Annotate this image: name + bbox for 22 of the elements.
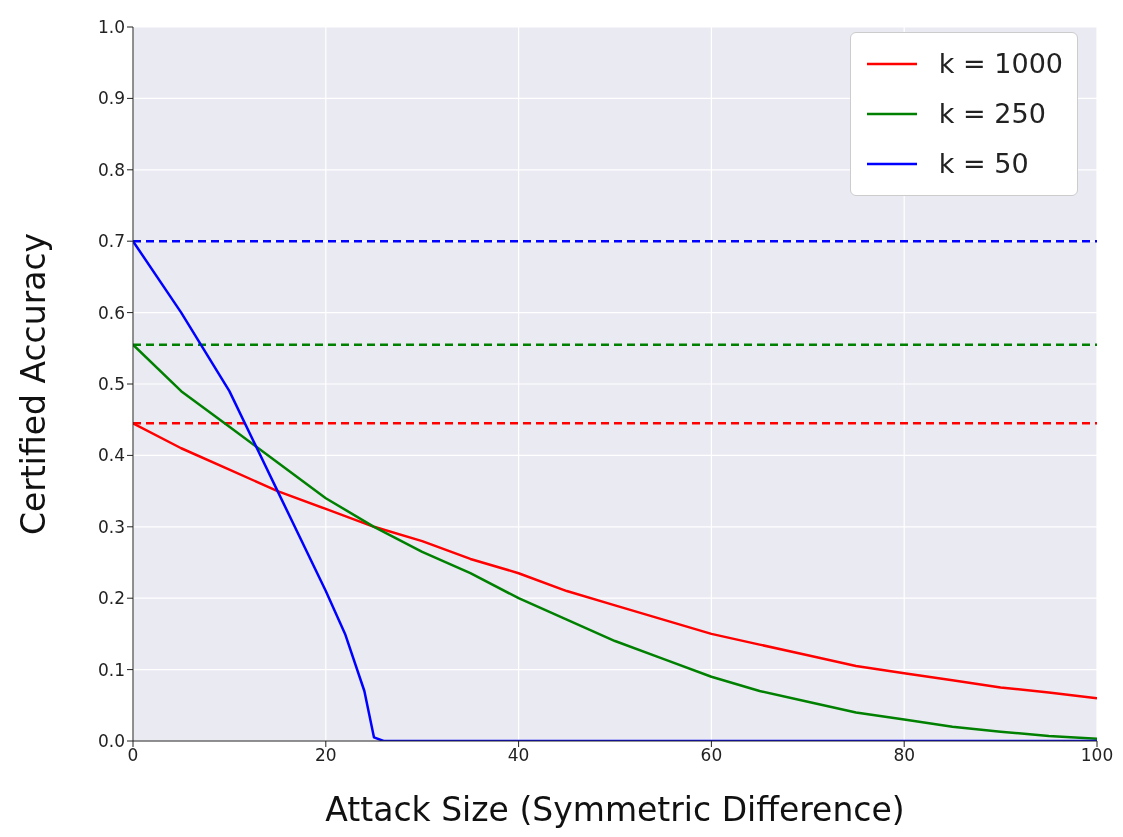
legend-label: k = 250 — [938, 97, 1046, 131]
y-tick-label: 1.0 — [97, 17, 125, 38]
x-tick-label: 80 — [893, 745, 916, 766]
y-tick-label: 0.6 — [97, 302, 125, 323]
y-tick-label: 0.9 — [97, 88, 125, 109]
y-tick-label: 0.2 — [97, 588, 125, 609]
y-tick-label: 0.5 — [97, 374, 125, 395]
x-tick-label: 0 — [127, 745, 139, 766]
x-tick-label: 20 — [314, 745, 337, 766]
y-axis-title: Certified Accuracy — [13, 232, 53, 536]
legend-label: k = 50 — [938, 147, 1029, 181]
x-axis-title: Attack Size (Symmetric Difference) — [325, 790, 905, 829]
x-tick-label: 60 — [700, 745, 723, 766]
y-tick-label: 0.4 — [97, 445, 125, 466]
x-tick-label: 100 — [1080, 745, 1114, 766]
y-tick-label: 0.7 — [97, 231, 125, 252]
y-tick-label: 0.1 — [97, 659, 125, 680]
legend-label: k = 1000 — [938, 47, 1063, 81]
x-tick-label: 40 — [507, 745, 530, 766]
y-tick-label: 0.0 — [97, 731, 125, 752]
y-tick-label: 0.8 — [97, 159, 125, 180]
y-tick-label: 0.3 — [97, 516, 125, 537]
